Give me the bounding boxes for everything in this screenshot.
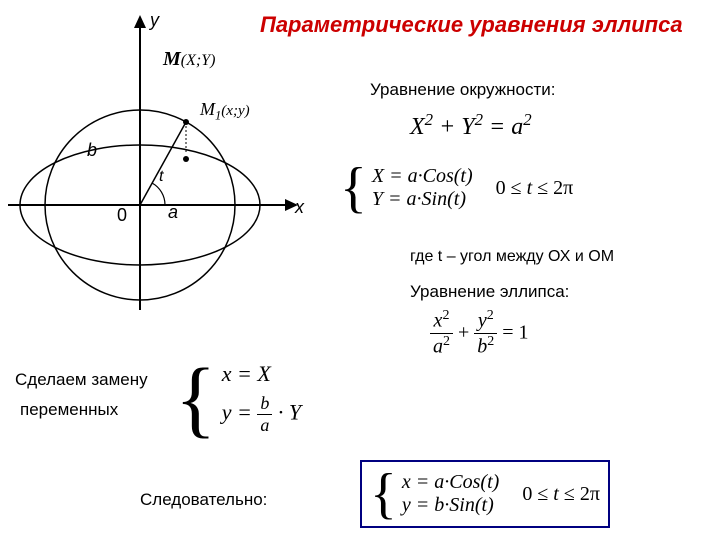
ellipse-eq-label: Уравнение эллипса: [410,282,569,302]
x-axis-label: x [295,197,304,218]
final-parametric: { x = a·Cos(t) y = b·Sin(t) 0 ≤ t ≤ 2π [360,460,610,528]
subst-label-2: переменных [20,400,118,420]
page-title: Параметрические уравнения эллипса [260,12,700,38]
b-label: b [87,140,97,161]
point-m1-label: M1(x;y) [200,99,250,124]
a-label: a [168,202,178,223]
ellipse-diagram [0,10,300,310]
subst-label-1: Сделаем замену [15,370,148,390]
angle-t-label: t [159,168,163,186]
origin-label: 0 [117,205,127,226]
circle-parametric: { X = a·Cos(t) Y = a·Sin(t) 0 ≤ t ≤ 2π [340,160,573,216]
therefore-label: Следовательно: [140,490,267,510]
y-axis-label: y [150,10,159,31]
title-text: Параметрические уравнения эллипса [260,12,683,37]
circle-eq-label: Уравнение окружности: [370,80,555,100]
ellipse-equation: x2a2 + y2b2 = 1 [430,308,529,358]
substitution: { x = X y = ba · Y [175,355,301,441]
circle-equation: X2 + Y2 = a2 [410,110,532,141]
angle-note: где t – угол между ОХ и ОМ [410,248,614,266]
point-m-label: M(X;Y) [163,48,215,71]
